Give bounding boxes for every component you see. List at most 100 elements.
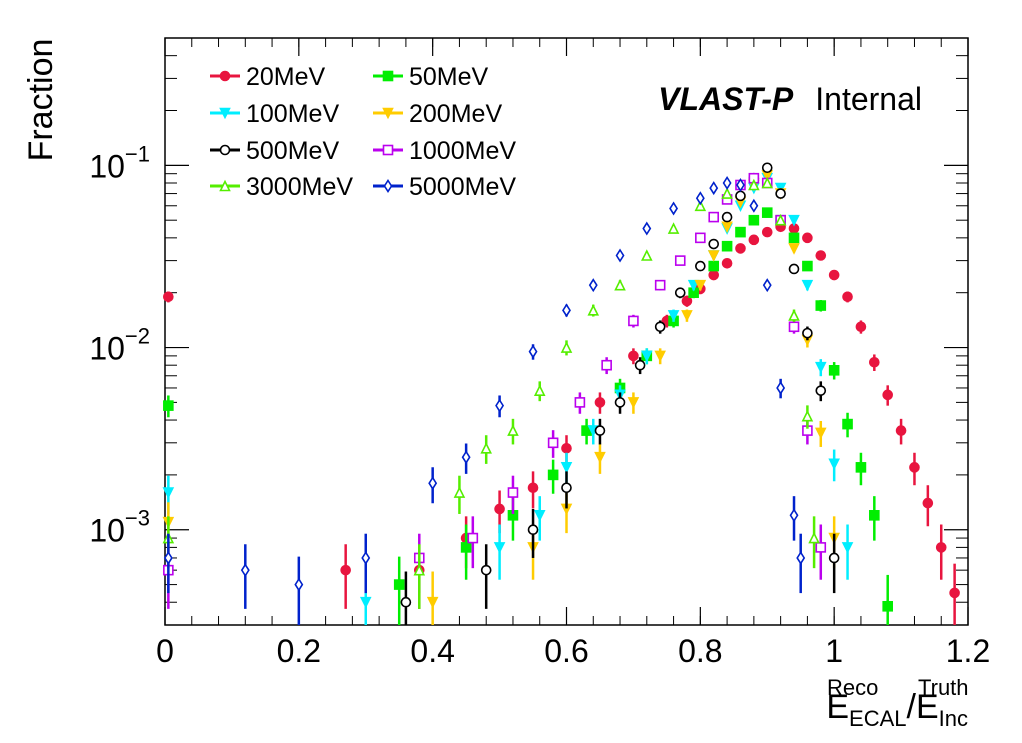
data-point xyxy=(467,532,479,544)
legend-entry-20MeV: 20MeV xyxy=(210,63,326,91)
legend-label: 50MeV xyxy=(409,63,489,91)
data-point xyxy=(736,178,745,192)
x-label-sup-reco: Reco xyxy=(827,675,878,700)
data-point xyxy=(547,437,559,449)
data-point xyxy=(895,425,907,436)
data-point xyxy=(949,587,960,599)
data-point xyxy=(695,260,706,272)
data-point xyxy=(494,503,505,515)
legend-marker xyxy=(219,179,231,192)
data-point xyxy=(842,418,853,430)
data-point xyxy=(709,181,719,196)
x-label-sep: /E xyxy=(907,688,939,726)
data-point xyxy=(708,238,720,250)
data-point xyxy=(681,310,693,322)
data-point xyxy=(413,563,426,576)
legend-label: 500MeV xyxy=(246,137,339,165)
y-axis-label: Fraction xyxy=(22,39,60,162)
data-point xyxy=(788,243,800,255)
legend-label: 100MeV xyxy=(246,100,339,128)
data-point xyxy=(547,469,559,481)
data-point xyxy=(162,487,175,499)
data-point xyxy=(722,176,732,190)
data-point xyxy=(426,596,439,609)
data-point xyxy=(507,487,519,498)
legend-entry-1000MeV: 1000MeV xyxy=(373,137,516,165)
data-point xyxy=(802,232,813,244)
data-point xyxy=(681,295,693,307)
legend-marker xyxy=(219,144,231,156)
data-point xyxy=(788,214,800,227)
data-point xyxy=(841,542,854,554)
data-point xyxy=(634,359,646,371)
data-point xyxy=(695,191,705,206)
legend-marker xyxy=(382,144,394,156)
data-point xyxy=(761,176,774,189)
data-point xyxy=(461,450,471,465)
series-20MeV xyxy=(163,221,960,625)
y-tick-exp: −3 xyxy=(125,506,150,531)
legend: 20MeV 50MeV 100MeV 200MeV 500MeV 1000MeV 3000M… xyxy=(210,63,516,201)
data-point xyxy=(453,486,466,498)
data-point xyxy=(393,579,405,590)
data-point xyxy=(801,409,814,422)
legend-marker xyxy=(382,107,394,120)
legend-label: 3000MeV xyxy=(246,173,353,201)
data-point xyxy=(855,321,867,333)
data-point xyxy=(721,187,733,199)
data-point xyxy=(641,350,653,363)
data-point xyxy=(594,425,606,436)
legend-label: 20MeV xyxy=(246,63,326,91)
data-point xyxy=(788,232,800,244)
data-point xyxy=(761,226,773,238)
data-point xyxy=(562,303,571,318)
data-point xyxy=(748,234,760,246)
data-point xyxy=(935,542,947,553)
data-point xyxy=(788,321,800,333)
x-tick-label: 0.2 xyxy=(277,633,321,669)
data-point xyxy=(560,341,573,353)
data-point xyxy=(808,531,820,544)
x-tick-label: 0.4 xyxy=(410,633,454,669)
data-point xyxy=(922,497,934,509)
x-tick-label: 0 xyxy=(156,633,174,669)
data-point xyxy=(493,542,506,554)
data-point xyxy=(776,380,786,395)
legend-entry-200MeV: 200MeV xyxy=(373,100,502,128)
y-tick-label: 10−1 xyxy=(89,141,150,184)
data-point xyxy=(614,278,626,291)
data-point xyxy=(707,250,720,262)
data-point xyxy=(708,211,720,223)
annotation-bold: VLAST-P xyxy=(658,81,794,117)
data-point xyxy=(748,214,760,226)
data-point xyxy=(828,269,840,281)
y-tick-label: 10−2 xyxy=(89,324,150,367)
legend-marker xyxy=(383,179,393,193)
annotation-internal: Internal xyxy=(815,81,922,117)
y-tick-exp: −2 xyxy=(125,324,150,349)
x-label-sup-truth: Truth xyxy=(918,675,969,700)
data-point xyxy=(909,462,920,473)
x-tick-label: 1.2 xyxy=(946,633,990,669)
data-point xyxy=(480,441,492,454)
data-point xyxy=(828,365,840,376)
data-point xyxy=(789,508,799,523)
data-point xyxy=(628,315,639,327)
data-point xyxy=(828,552,840,564)
data-point xyxy=(587,304,600,316)
series-3000MeV xyxy=(162,176,820,609)
y-tick-exp: −1 xyxy=(125,141,150,166)
legend-entry-500MeV: 500MeV xyxy=(210,137,339,165)
data-point xyxy=(695,232,706,244)
data-point xyxy=(561,482,572,494)
legend-entry-3000MeV: 3000MeV xyxy=(210,173,353,201)
x-tick-label: 0.6 xyxy=(544,633,588,669)
data-point xyxy=(815,300,827,311)
data-point xyxy=(788,263,800,275)
data-point xyxy=(815,542,827,553)
data-point xyxy=(428,476,438,491)
data-point xyxy=(882,600,894,612)
data-point xyxy=(400,596,412,608)
data-point xyxy=(814,427,827,440)
data-point xyxy=(801,279,814,292)
